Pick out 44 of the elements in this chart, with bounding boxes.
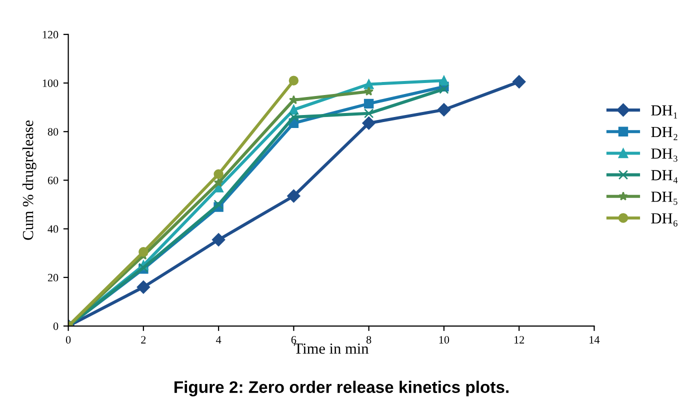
point [214, 169, 224, 180]
y-axis-title: Cum % drugrelease [22, 120, 36, 240]
x-tick-label: 0 [66, 336, 71, 344]
point [439, 76, 449, 86]
point [288, 112, 299, 122]
x-tick-label: 10 [439, 336, 450, 344]
legend-label: DH₆ [651, 213, 678, 227]
caption: Figure 2: Zero order release kinetics plots. [174, 380, 508, 396]
point [288, 76, 299, 86]
x-axis-title: Time in min [294, 344, 369, 354]
y-tick-label: 0 [53, 322, 58, 330]
y-tick-label: 100 [42, 79, 58, 87]
point [288, 104, 299, 115]
legend-label: DH₅ [651, 192, 678, 205]
y-tick-label: 20 [48, 274, 58, 282]
point [364, 98, 374, 109]
point [214, 178, 224, 187]
point [364, 108, 374, 118]
point [138, 247, 148, 257]
y-tick-label: 40 [48, 225, 58, 233]
point [212, 233, 226, 246]
x-tick-label: 2 [141, 336, 146, 344]
point [364, 79, 374, 90]
point [136, 280, 150, 294]
legend-label: DH₁ [651, 105, 678, 118]
y-tick-label: 60 [48, 176, 58, 184]
y-tick-label: 80 [48, 128, 58, 136]
legend-label: DH₄ [651, 170, 678, 184]
x-tick-label: 6 [291, 336, 296, 344]
x-tick-label: 8 [366, 336, 372, 344]
point [437, 103, 451, 116]
point [214, 200, 224, 210]
point [364, 86, 374, 96]
x-tick-label: 14 [590, 336, 600, 344]
point [439, 84, 449, 94]
point [287, 189, 300, 203]
point [362, 116, 376, 130]
y-tick-label: 120 [42, 30, 58, 38]
x-tick-label: 12 [514, 336, 524, 344]
legend-label: DH₂ [651, 126, 678, 140]
x-tick-label: 4 [216, 336, 222, 344]
legend-label: DH₃ [651, 148, 678, 162]
point [512, 75, 526, 88]
point [289, 95, 298, 104]
